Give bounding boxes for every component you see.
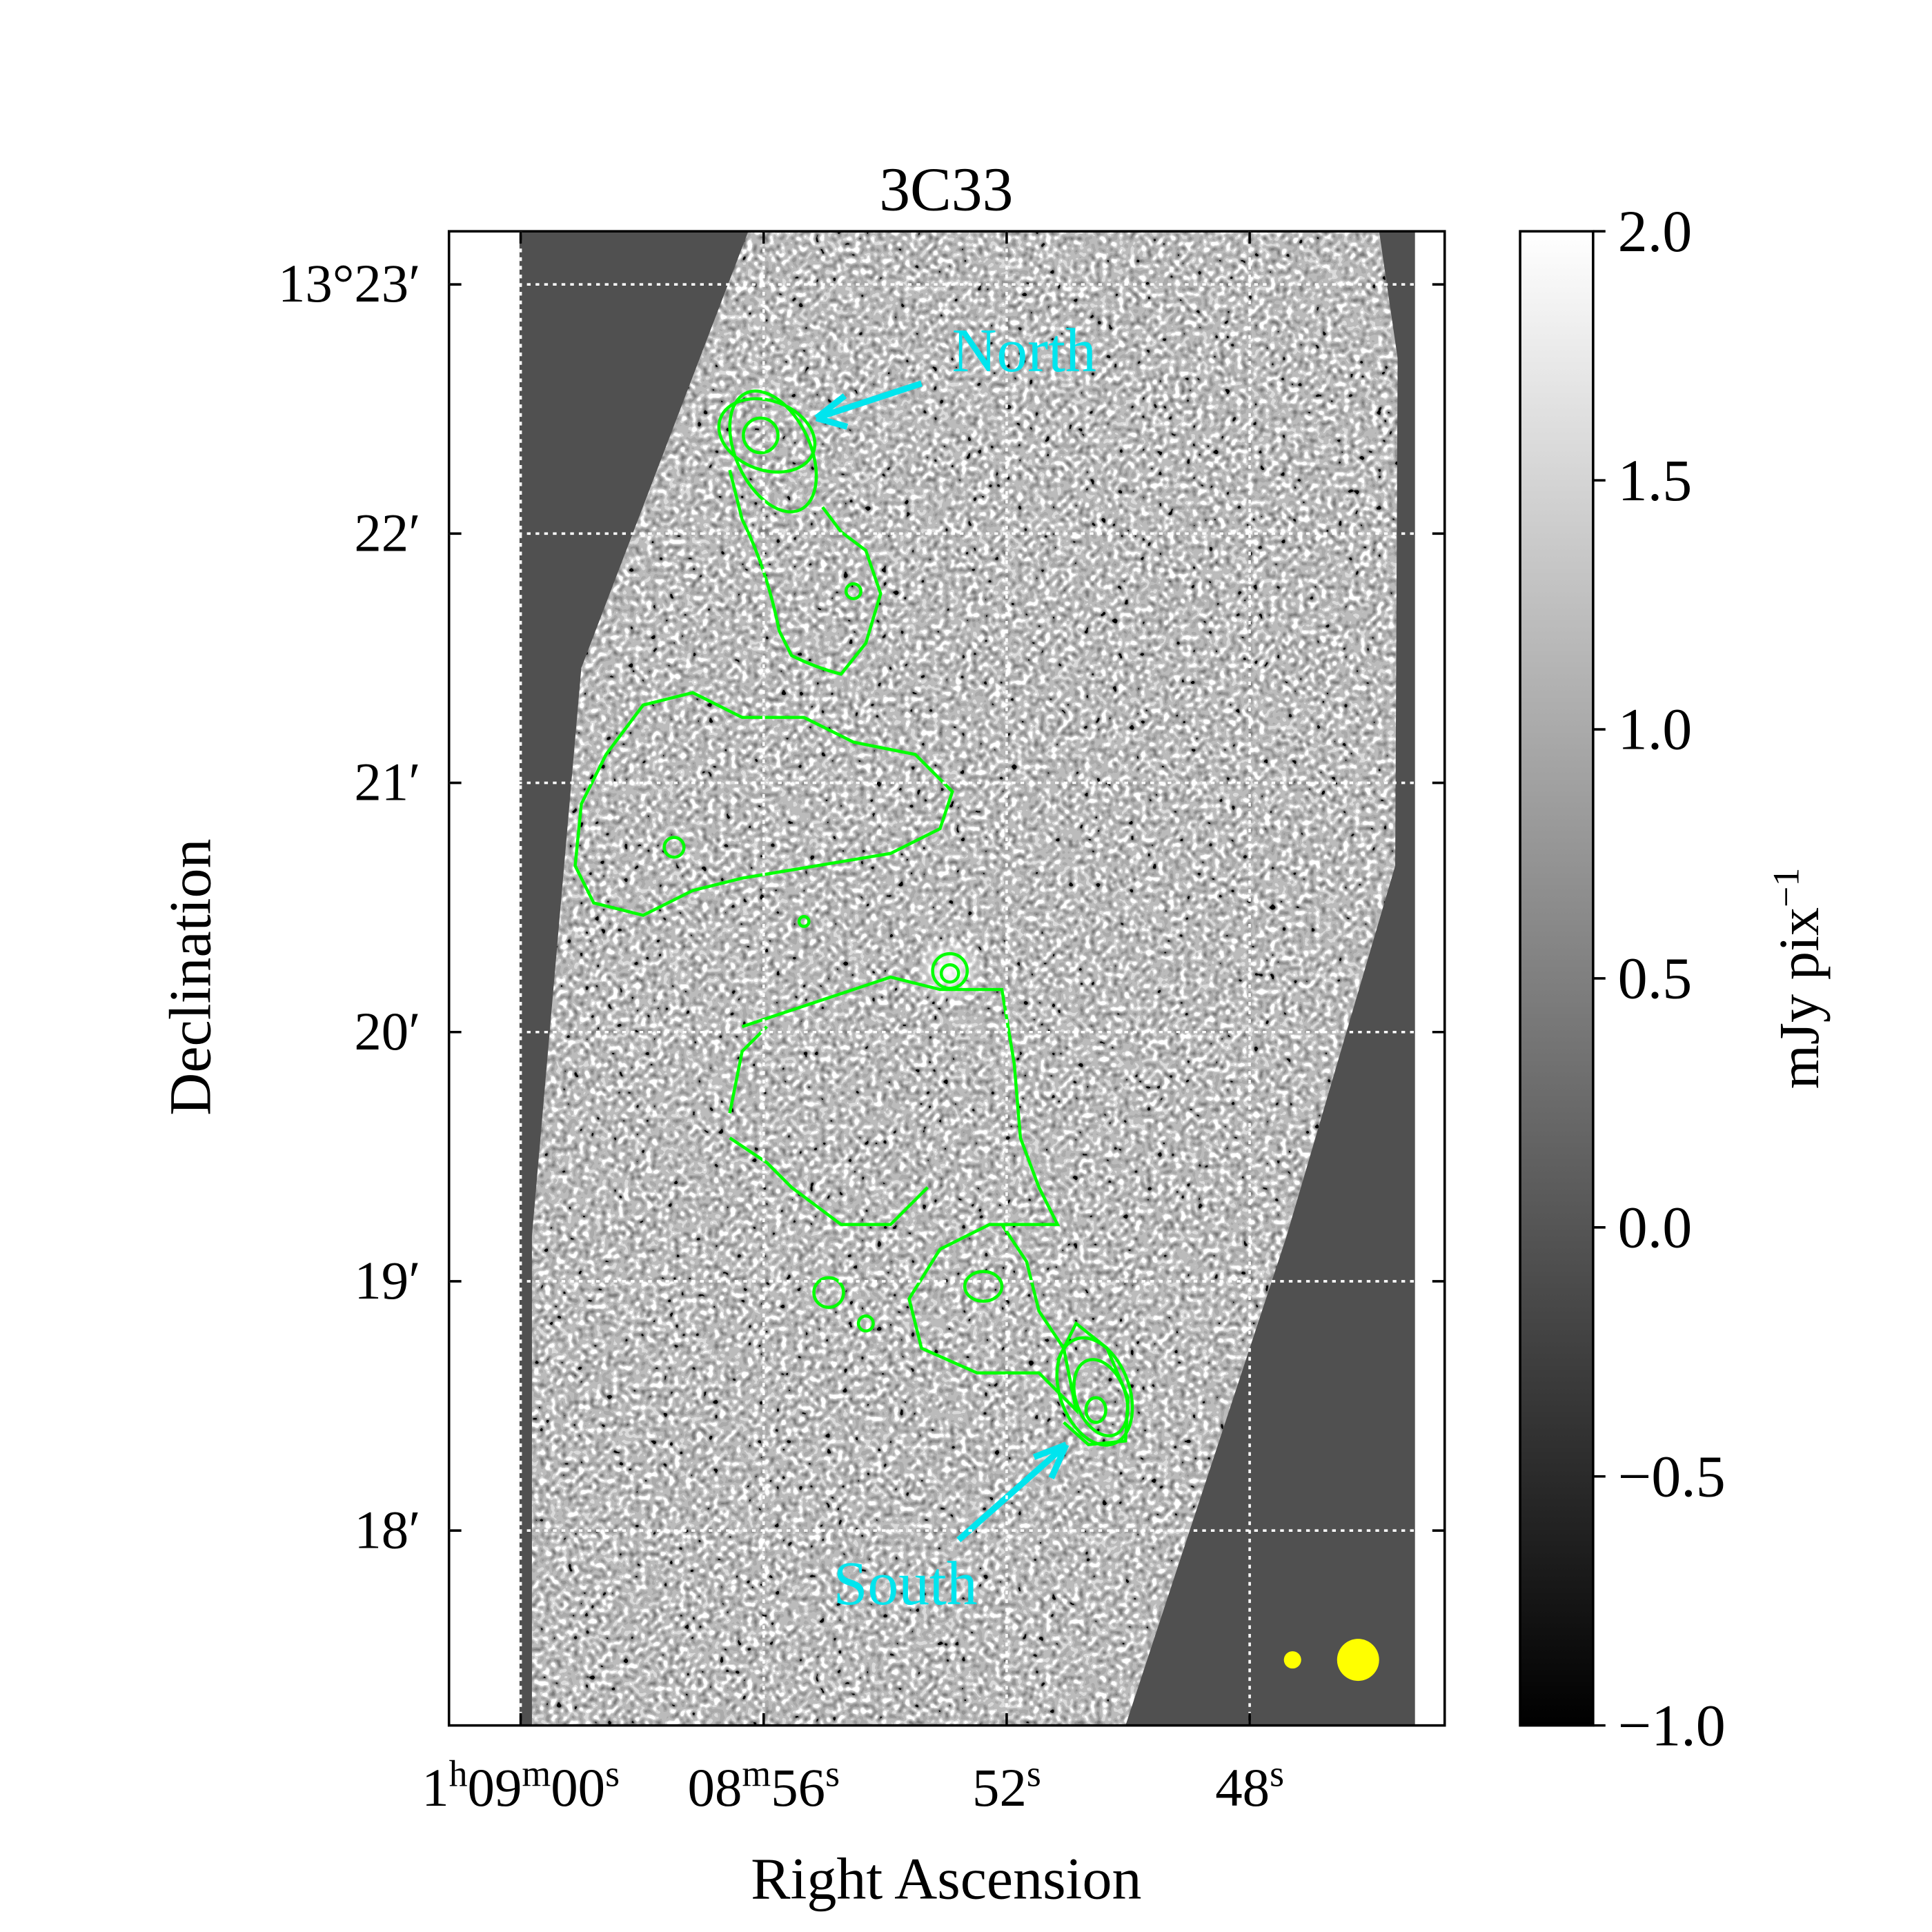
annotation: South <box>834 1550 978 1618</box>
x-tick-label: 52s <box>972 1753 1041 1818</box>
y-tick-label: 20′ <box>354 1002 420 1062</box>
plot-frame <box>447 230 1446 1727</box>
colorbar-label: mJy pix−1 <box>1765 868 1831 1090</box>
annotation: North <box>952 317 1096 385</box>
beams <box>1283 1639 1379 1682</box>
y-axis-label: Declination <box>157 838 224 1115</box>
colorbar-tick-label: 1.0 <box>1618 696 1693 762</box>
colorbar-tick-label: −1.0 <box>1618 1692 1726 1758</box>
y-tick-label: 21′ <box>354 753 420 813</box>
image <box>448 231 1445 1726</box>
colorbar-tick-label: 1.5 <box>1618 447 1693 513</box>
colorbar-tick-label: −0.5 <box>1618 1443 1726 1509</box>
y-tick-label: 13°23′ <box>278 254 421 314</box>
colorbar <box>1519 230 1595 1727</box>
y-tick-label: 22′ <box>354 503 420 563</box>
x-tick-label: 08m56s <box>688 1753 840 1818</box>
colorbar-tick-label: 0.5 <box>1618 945 1693 1012</box>
annotation-arrows <box>814 380 1070 1543</box>
chart-title: 3C33 <box>879 156 1013 224</box>
y-tick-label: 19′ <box>354 1251 420 1311</box>
x-axis-label: Right Ascension <box>751 1846 1141 1912</box>
contours <box>573 389 1134 1447</box>
y-tick-label: 18′ <box>354 1500 420 1560</box>
x-tick-label: 48s <box>1215 1753 1284 1818</box>
colorbar-tick-label: 2.0 <box>1618 198 1693 264</box>
x-tick-label: 1h09m00s <box>422 1753 620 1818</box>
colorbar-tick-label: 0.0 <box>1618 1194 1693 1261</box>
